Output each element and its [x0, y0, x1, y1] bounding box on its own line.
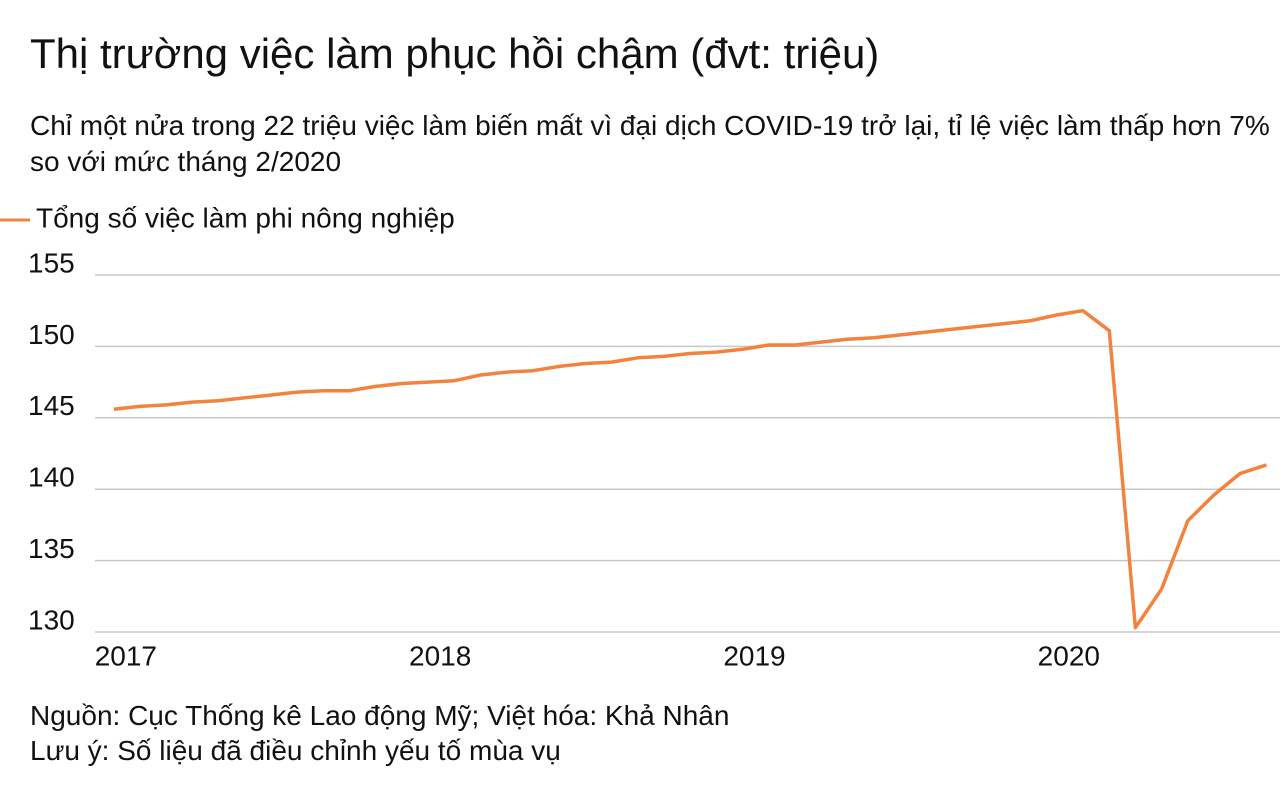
source-note: Nguồn: Cục Thống kê Lao động Mỹ; Việt hó…	[30, 700, 730, 731]
x-tick-label: 2019	[723, 640, 785, 671]
chart-title: Thị trường việc làm phục hồi chậm (đvt: …	[30, 30, 880, 77]
line-series	[113, 308, 1268, 630]
footnote: Lưu ý: Số liệu đã điều chỉnh yếu tố mùa …	[30, 735, 561, 766]
chart-subtitle: Chỉ một nửa trong 22 triệu việc làm biến…	[30, 110, 1270, 177]
chart: 130 135 140 145 150 155 2017 2018 2019 2020 Tổng s…	[0, 202, 1280, 671]
y-tick-label: 145	[28, 390, 75, 421]
x-tick-label: 2020	[1038, 640, 1100, 671]
y-tick-label: 155	[28, 247, 75, 278]
y-tick-label: 130	[28, 604, 75, 635]
y-tick-label: 150	[28, 319, 75, 350]
legend-label: Tổng số việc làm phi nông nghiệp	[36, 202, 455, 233]
y-tick-label: 140	[28, 462, 75, 493]
x-tick-label: 2018	[409, 640, 471, 671]
x-tick-label: 2017	[95, 640, 157, 671]
y-tick-label: 135	[28, 533, 75, 564]
